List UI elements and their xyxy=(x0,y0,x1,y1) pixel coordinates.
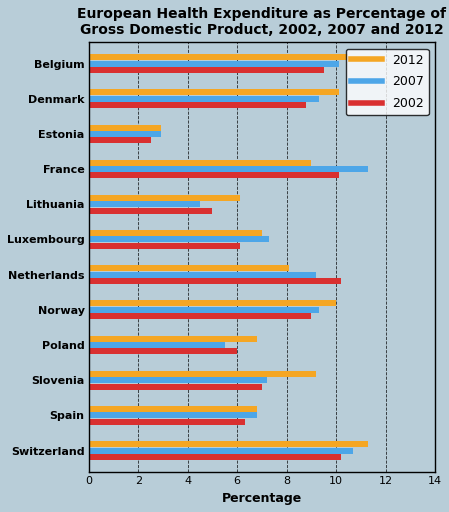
Bar xyxy=(89,60,339,67)
Bar xyxy=(89,278,341,284)
Bar xyxy=(89,195,240,201)
Bar xyxy=(89,96,319,102)
Bar xyxy=(89,173,339,179)
Bar xyxy=(89,272,316,278)
Bar xyxy=(89,90,339,95)
Bar xyxy=(89,383,262,390)
Bar xyxy=(89,419,245,424)
Bar xyxy=(89,237,269,243)
Title: European Health Expenditure as Percentage of
Gross Domestic Product, 2002, 2007 : European Health Expenditure as Percentag… xyxy=(77,7,446,37)
Bar xyxy=(89,336,257,342)
Bar xyxy=(89,124,161,131)
Bar xyxy=(89,454,341,460)
Bar xyxy=(89,301,336,307)
Bar xyxy=(89,54,348,60)
Bar xyxy=(89,67,324,73)
Bar xyxy=(89,307,319,313)
Bar xyxy=(89,102,306,108)
Bar xyxy=(89,160,311,166)
Bar xyxy=(89,137,151,143)
Bar xyxy=(89,265,289,271)
Bar xyxy=(89,377,267,383)
X-axis label: Percentage: Percentage xyxy=(222,492,302,505)
Bar xyxy=(89,166,368,172)
Bar xyxy=(89,371,316,377)
Bar xyxy=(89,208,212,214)
Bar xyxy=(89,441,368,447)
Bar xyxy=(89,131,161,137)
Legend: 2012, 2007, 2002: 2012, 2007, 2002 xyxy=(346,49,429,115)
Bar xyxy=(89,412,257,418)
Bar xyxy=(89,447,353,454)
Bar xyxy=(89,243,240,249)
Bar xyxy=(89,348,237,354)
Bar xyxy=(89,230,262,236)
Bar xyxy=(89,201,200,207)
Bar xyxy=(89,313,311,319)
Bar xyxy=(89,406,257,412)
Bar xyxy=(89,342,225,348)
